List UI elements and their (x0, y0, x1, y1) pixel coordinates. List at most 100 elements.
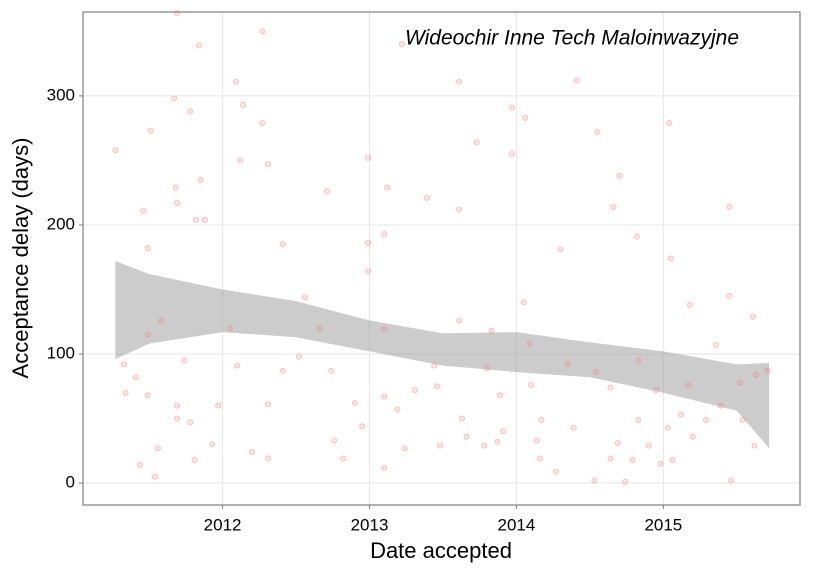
point (259, 119, 266, 126)
x-tick-label: 2012 (204, 515, 242, 534)
x-tick-label: 2015 (644, 515, 682, 534)
point (187, 108, 194, 115)
point (509, 150, 516, 157)
point (685, 381, 692, 388)
point (365, 268, 372, 275)
point (635, 357, 642, 364)
point (557, 246, 564, 253)
annotation: Wideochir Inne Tech Maloinwazyjne (405, 27, 739, 50)
point (265, 455, 272, 462)
point (629, 456, 636, 463)
point (215, 402, 222, 409)
point (488, 327, 495, 334)
point (610, 203, 617, 210)
point (463, 433, 470, 440)
x-tick-label: 2014 (498, 515, 536, 534)
point (381, 230, 388, 237)
point (122, 389, 129, 396)
point (193, 216, 200, 223)
point (635, 416, 642, 423)
point (331, 437, 338, 444)
point (657, 460, 664, 467)
point (509, 104, 516, 111)
point (174, 200, 181, 207)
point (607, 384, 614, 391)
point (669, 456, 676, 463)
point (764, 367, 771, 374)
point (172, 184, 179, 191)
y-tick-label: 300 (47, 85, 75, 104)
point (248, 449, 255, 456)
y-tick-label: 100 (47, 343, 75, 362)
point (423, 194, 430, 201)
point (564, 361, 571, 368)
point (726, 203, 733, 210)
point (528, 381, 535, 388)
point (191, 456, 198, 463)
y-tick-label: 200 (47, 214, 75, 233)
point (144, 331, 151, 338)
point (301, 294, 308, 301)
point (456, 206, 463, 213)
point (677, 411, 684, 418)
point (279, 241, 286, 248)
point (437, 442, 444, 449)
point (381, 464, 388, 471)
point (500, 428, 507, 435)
x-tick-label: 2013 (351, 515, 389, 534)
point (645, 442, 652, 449)
point (494, 438, 501, 445)
point (412, 387, 419, 394)
y-tick-label: 0 (66, 473, 75, 492)
point (653, 387, 660, 394)
point (381, 393, 388, 400)
point (171, 95, 178, 102)
point (328, 367, 335, 374)
point (181, 357, 188, 364)
point (234, 362, 241, 369)
point (201, 216, 208, 223)
point (666, 119, 673, 126)
point (726, 292, 733, 299)
point (591, 477, 598, 484)
point (570, 424, 577, 431)
point (497, 392, 504, 399)
point (456, 317, 463, 324)
point (607, 455, 614, 462)
point (752, 371, 759, 378)
point (384, 184, 391, 191)
x-axis-title: Date accepted (370, 538, 512, 563)
point (717, 402, 724, 409)
point (594, 129, 601, 136)
point (209, 441, 216, 448)
point (702, 416, 709, 423)
point (154, 445, 161, 452)
point (520, 299, 527, 306)
point (140, 207, 147, 214)
point (459, 415, 466, 422)
point (553, 468, 560, 475)
point (749, 313, 756, 320)
point (112, 147, 119, 154)
point (237, 157, 244, 164)
point (751, 442, 758, 449)
point (686, 301, 693, 308)
point (259, 28, 266, 35)
point (538, 416, 545, 423)
point (473, 139, 480, 146)
point (365, 240, 372, 247)
point (359, 423, 366, 430)
point (340, 455, 347, 462)
point (727, 477, 734, 484)
point (157, 317, 164, 324)
point (431, 362, 438, 369)
point (197, 176, 204, 183)
point (316, 325, 323, 332)
point (573, 77, 580, 84)
point (265, 401, 272, 408)
point (401, 445, 408, 452)
point (526, 340, 533, 347)
point (633, 233, 640, 240)
y-axis-title: Acceptance delay (days) (8, 138, 33, 379)
point (295, 353, 302, 360)
